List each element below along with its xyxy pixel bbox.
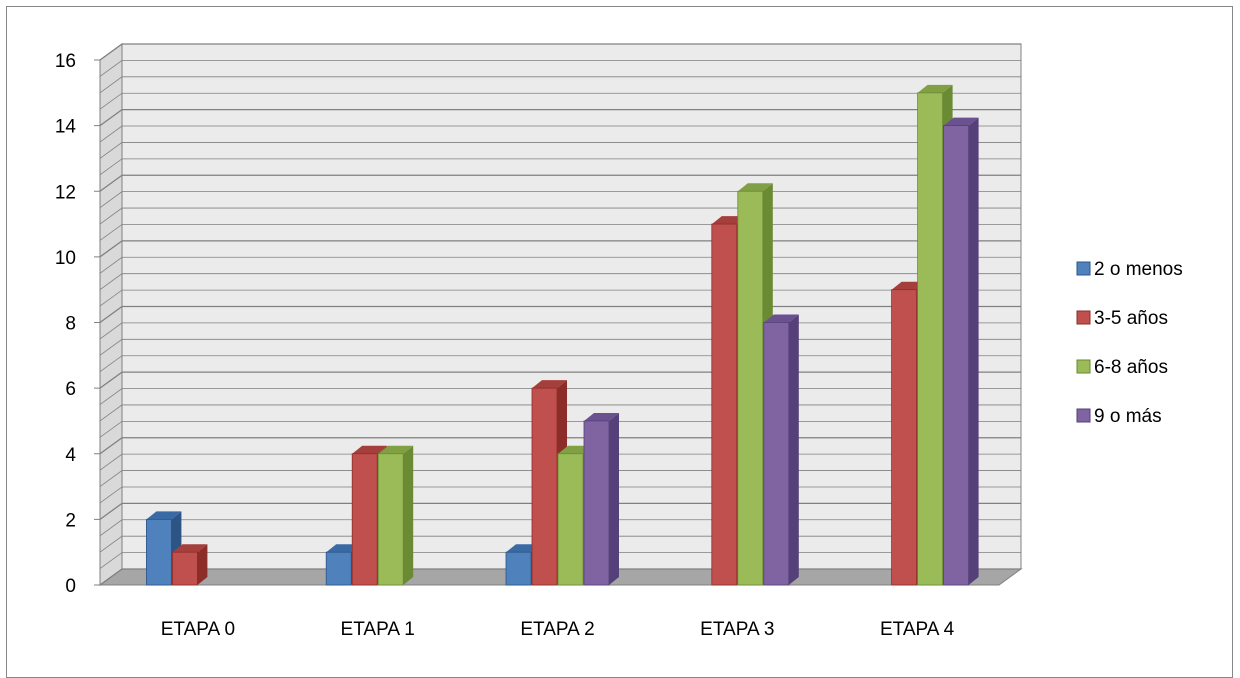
bar-etapa-2-series-2: [531, 387, 558, 586]
y-tick-label: 16: [55, 51, 76, 72]
bar-etapa-3-series-3: [737, 190, 764, 586]
legend-label: 6-8 años: [1094, 357, 1168, 378]
legend-swatch: [1076, 310, 1091, 325]
bar-etapa-2-series-3: [557, 453, 584, 586]
bar-top: [737, 183, 773, 192]
bar-top: [584, 412, 619, 421]
bar-side: [403, 445, 414, 585]
major-gridline: [99, 43, 1021, 61]
bar-etapa-2-series-4: [583, 420, 610, 586]
bar-top: [172, 544, 208, 553]
bar-top: [352, 445, 388, 454]
minor-gridline: [99, 92, 1021, 110]
x-category-label: ETAPA 4: [880, 619, 955, 640]
x-category-label: ETAPA 3: [700, 619, 774, 640]
bar-etapa-0-series-1: [145, 518, 172, 586]
y-axis-ticks: 0 2 4 6 8 10 12 14 16: [55, 51, 100, 597]
bar-top: [146, 511, 182, 520]
y-tick-label: 2: [65, 510, 76, 531]
bar-top: [917, 84, 953, 93]
bar-top: [943, 117, 979, 126]
minor-gridline: [99, 142, 1021, 159]
major-gridline: [99, 174, 1021, 192]
minor-gridline: [99, 60, 1021, 77]
legend-swatch: [1076, 261, 1091, 276]
bar-side: [609, 412, 619, 585]
bars: [145, 84, 979, 586]
bar-etapa-2-series-1: [505, 551, 532, 586]
minor-gridline: [99, 76, 1021, 94]
y-tick-label: 10: [55, 248, 76, 269]
minor-gridline: [99, 125, 1021, 143]
bar-etapa-4-series-3: [917, 92, 943, 586]
legend: 2 o menos 3-5 años 6-8 años 9 o más: [1076, 259, 1183, 427]
bar-etapa-4-series-4: [943, 125, 969, 586]
bar-etapa-3-series-2: [711, 223, 738, 586]
legend-label: 3-5 años: [1094, 308, 1168, 329]
x-category-label: ETAPA 0: [161, 619, 235, 640]
minor-gridline: [99, 158, 1021, 176]
bar-etapa-0-series-2: [171, 551, 198, 586]
chart-frame: 0 2 4 6 8 10 12 14 16 ETAPA 0 ETAPA 1 ETAPA 2 ETAPA…: [6, 6, 1233, 678]
bar-top: [532, 380, 567, 389]
y-tick-label: 14: [55, 117, 77, 138]
bar-top: [378, 445, 414, 454]
y-tick-label: 4: [65, 445, 76, 466]
bar-top: [763, 314, 799, 323]
legend-label: 9 o más: [1094, 406, 1162, 427]
y-tick-label: 12: [55, 182, 76, 203]
bar-etapa-1-series-1: [325, 551, 352, 586]
bar-etapa-1-series-3: [377, 453, 404, 586]
bar-side: [788, 314, 799, 585]
x-category-label: ETAPA 1: [341, 619, 415, 640]
legend-label: 2 o menos: [1094, 259, 1183, 280]
bar-etapa-3-series-4: [763, 322, 790, 586]
minor-gridline: [99, 207, 1021, 225]
legend-swatch: [1076, 408, 1091, 423]
x-axis-labels: ETAPA 0 ETAPA 1 ETAPA 2 ETAPA 3 ETAPA 4: [161, 619, 955, 640]
y-tick-label: 6: [65, 379, 76, 400]
x-category-label: ETAPA 2: [520, 619, 594, 640]
legend-swatch: [1076, 359, 1091, 374]
y-tick-label: 8: [65, 314, 76, 335]
bar-etapa-1-series-2: [351, 453, 378, 586]
minor-gridline: [99, 191, 1021, 208]
major-gridline: [99, 108, 1021, 127]
bar-side: [968, 117, 979, 585]
bar-side: [197, 544, 208, 585]
bar-etapa-4-series-2: [891, 289, 917, 586]
y-tick-label: 0: [65, 576, 76, 597]
